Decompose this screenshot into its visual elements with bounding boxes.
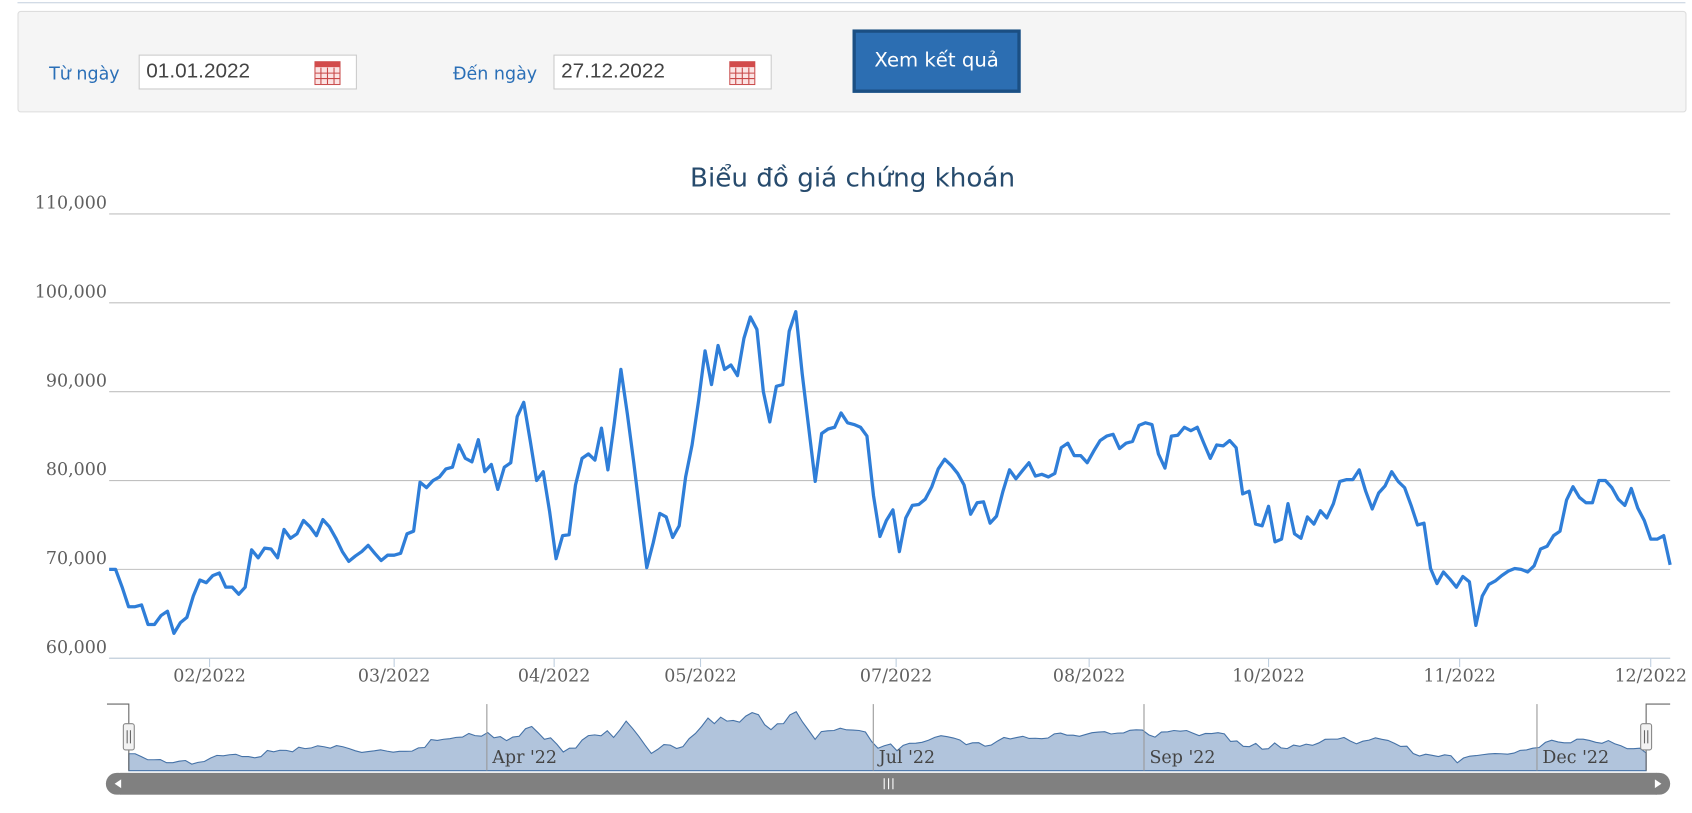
to-value: 27.12.2022 (561, 60, 665, 83)
y-tick-label: 70,000 (46, 549, 107, 569)
calendar-icon[interactable] (729, 61, 756, 86)
x-tick-label: 02/2022 (173, 666, 246, 686)
x-tick-label: 07/2022 (860, 666, 933, 686)
handle-grip (126, 730, 131, 744)
y-tick-label: 80,000 (46, 460, 107, 480)
chart-title: Biểu đồ giá chứng khoán (690, 163, 1015, 194)
navigator-label: Jul '22 (877, 748, 935, 768)
navigator-label: Dec '22 (1542, 748, 1609, 768)
y-tick-label: 110,000 (35, 194, 107, 214)
x-tick-label: 08/2022 (1053, 666, 1126, 686)
calendar-icon[interactable] (314, 61, 341, 86)
arrow-left (114, 779, 122, 789)
x-tick-label: 05/2022 (664, 666, 737, 686)
navigator-handle[interactable] (122, 723, 135, 751)
navigator-label: Sep '22 (1149, 748, 1215, 768)
submit-button[interactable]: Xem kết quả (852, 29, 1021, 93)
handle-grip (1643, 730, 1649, 744)
y-tick-label: 60,000 (46, 638, 107, 658)
thumb-grip (883, 778, 894, 790)
to-input[interactable]: 27.12.2022 (553, 54, 772, 90)
y-tick-label: 100,000 (35, 282, 107, 302)
navigator-label: Apr '22 (491, 748, 557, 768)
x-tick-label: 03/2022 (358, 666, 431, 686)
x-tick-label: 10/2022 (1232, 666, 1305, 686)
x-tick-label: 11/2022 (1423, 666, 1496, 686)
from-value: 01.01.2022 (146, 60, 251, 83)
navigator-handle[interactable] (1640, 723, 1653, 751)
from-input[interactable]: 01.01.2022 (138, 54, 357, 90)
arrow-right (1654, 779, 1662, 789)
filter-panel: Từ ngày 01.01.2022 Đến ngày 27.12.2022 X… (17, 10, 1687, 113)
from-label: Từ ngày (49, 63, 120, 85)
y-tick-label: 90,000 (46, 371, 107, 391)
navigator-area (128, 711, 1647, 772)
x-tick-label: 12/2022 (1614, 666, 1687, 686)
x-tick-label: 04/2022 (518, 666, 591, 686)
top-border (17, 0, 1686, 4)
to-label: Đến ngày (453, 63, 538, 85)
price-line (109, 310, 1672, 635)
